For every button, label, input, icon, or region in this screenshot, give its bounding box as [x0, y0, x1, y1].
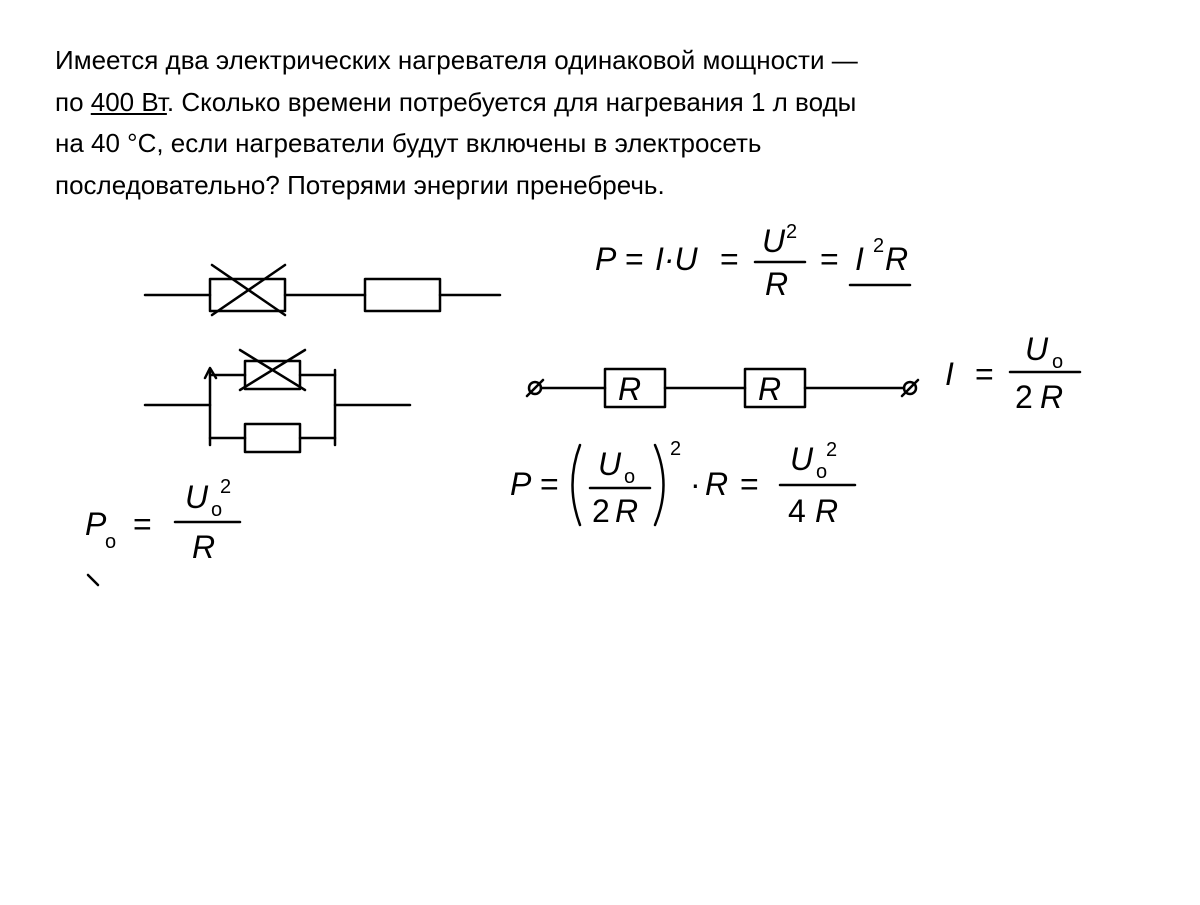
- svg-text:P: P: [510, 466, 532, 502]
- svg-text:R: R: [815, 493, 838, 529]
- svg-text:=: =: [820, 241, 839, 277]
- svg-text:=: =: [740, 466, 759, 502]
- circuit-series-sketch: [145, 265, 500, 315]
- svg-text:P: P: [85, 506, 107, 542]
- svg-text:o: o: [1052, 351, 1063, 373]
- problem-line-3: на 40 °C, если нагреватели будут включен…: [55, 128, 761, 158]
- svg-text:2: 2: [670, 438, 681, 460]
- svg-text:2: 2: [220, 476, 231, 498]
- svg-text:=: =: [133, 506, 152, 542]
- svg-text:R: R: [1040, 379, 1063, 415]
- svg-text:2: 2: [592, 493, 610, 529]
- svg-text:U: U: [790, 441, 814, 477]
- circuit-parallel-sketch: [145, 350, 410, 452]
- svg-text:R: R: [192, 529, 215, 565]
- handwritten-solution: P = I·U = U 2 R = I 2 R R R: [0, 210, 1200, 900]
- svg-text:I·U: I·U: [655, 241, 699, 277]
- svg-text:·: ·: [690, 466, 701, 502]
- svg-text:R: R: [765, 266, 788, 302]
- problem-line-1: Имеется два электрических нагревателя од…: [55, 45, 858, 75]
- svg-text:2: 2: [873, 235, 884, 257]
- svg-text:P: P: [595, 241, 617, 277]
- svg-text:R: R: [885, 241, 908, 277]
- svg-text:U: U: [762, 223, 786, 259]
- svg-text:2: 2: [1015, 379, 1033, 415]
- svg-text:=: =: [975, 356, 994, 392]
- problem-line-4: последовательно? Потерями энергии пренеб…: [55, 170, 665, 200]
- svg-text:o: o: [211, 499, 222, 521]
- svg-text:U: U: [185, 479, 209, 515]
- problem-power-value: 400 Вт: [91, 87, 167, 117]
- svg-text:o: o: [816, 461, 827, 483]
- svg-text:U: U: [598, 446, 622, 482]
- svg-text:o: o: [105, 531, 116, 553]
- svg-text:2: 2: [826, 439, 837, 461]
- formula-current: I = U o 2 R: [945, 331, 1080, 415]
- resistor-label-2: R: [758, 371, 781, 407]
- problem-line-2b: . Сколько времени потребуется для нагрев…: [167, 87, 856, 117]
- resistor-label-1: R: [618, 371, 641, 407]
- svg-text:o: o: [624, 466, 635, 488]
- svg-text:U: U: [1025, 331, 1049, 367]
- svg-text:I: I: [855, 241, 864, 277]
- formula-power-nominal: P o = U o 2 R: [85, 476, 240, 585]
- svg-text:4: 4: [788, 493, 806, 529]
- svg-text:=: =: [625, 241, 644, 277]
- svg-text:I: I: [945, 356, 954, 392]
- svg-text:=: =: [540, 466, 559, 502]
- formula-power-series: P = U o 2 R 2 · R = U o 2 4 R: [510, 438, 855, 529]
- svg-text:R: R: [615, 493, 638, 529]
- svg-text:=: =: [720, 241, 739, 277]
- circuit-series-labeled: R R: [527, 369, 918, 407]
- problem-statement: Имеется два электрических нагревателя од…: [55, 40, 1145, 206]
- problem-line-2a: по: [55, 87, 91, 117]
- svg-text:R: R: [705, 466, 728, 502]
- formula-power-general: P = I·U = U 2 R = I 2 R: [595, 221, 910, 302]
- svg-text:2: 2: [786, 221, 797, 243]
